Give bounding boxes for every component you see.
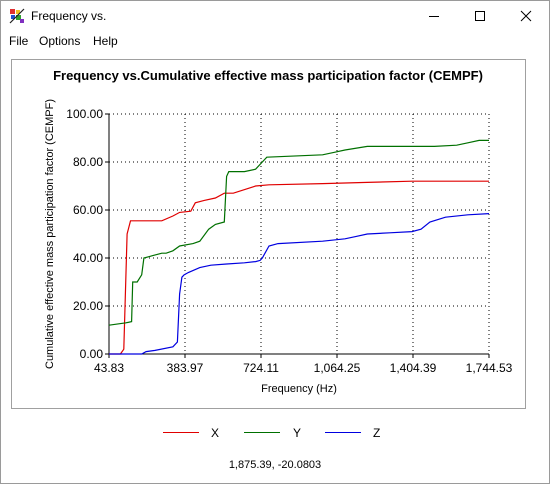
window-title: Frequency vs. (31, 9, 107, 23)
app-icon (9, 8, 25, 24)
chart-svg: Frequency vs.Cumulative effective mass p… (44, 68, 513, 395)
y-axis-label: Cumulative effective mass participation … (44, 99, 56, 369)
cursor-coordinates: 1,875.39, -20.0803 (228, 459, 322, 471)
legend-label-y: Y (293, 426, 302, 440)
series-line-y (108, 139, 489, 326)
minimize-button[interactable] (411, 1, 457, 31)
minimize-icon (429, 16, 439, 17)
maximize-icon (475, 11, 485, 21)
x-tick-label: 1,064.25 (314, 361, 361, 375)
legend-label-x: X (211, 426, 220, 440)
legend-label-z: Z (373, 426, 381, 440)
close-icon (520, 10, 532, 22)
chart-title: Frequency vs.Cumulative effective mass p… (53, 68, 483, 83)
y-tick-label: 100.00 (66, 107, 103, 121)
x-tick-label: 1,744.53 (466, 361, 513, 375)
series-line-x (109, 180, 489, 355)
y-tick-label: 0.00 (80, 347, 104, 361)
legend-line-y (244, 432, 280, 433)
legend-line-x (163, 432, 199, 433)
maximize-button[interactable] (457, 1, 503, 31)
x-tick-label: 43.83 (94, 361, 124, 375)
legend-line-z (325, 432, 361, 433)
x-tick-label: 1,404.39 (390, 361, 437, 375)
y-tick-label: 60.00 (73, 203, 103, 217)
y-tick-label: 20.00 (73, 299, 103, 313)
menu-bar: File Options Help (1, 31, 549, 51)
menu-help[interactable]: Help (93, 34, 118, 48)
title-bar: Frequency vs. (1, 1, 549, 31)
menu-options[interactable]: Options (39, 34, 81, 48)
close-button[interactable] (503, 1, 549, 31)
series-line-z (109, 213, 490, 355)
x-axis-label: Frequency (Hz) (261, 383, 337, 395)
chart-panel: Frequency vs.Cumulative effective mass p… (11, 59, 526, 409)
x-tick-label: 383.97 (167, 361, 204, 375)
x-tick-label: 724.11 (243, 361, 279, 375)
y-tick-label: 80.00 (73, 155, 103, 169)
client-area: Frequency vs.Cumulative effective mass p… (1, 51, 549, 483)
menu-file[interactable]: File (9, 34, 29, 48)
y-tick-label: 40.00 (73, 251, 103, 265)
